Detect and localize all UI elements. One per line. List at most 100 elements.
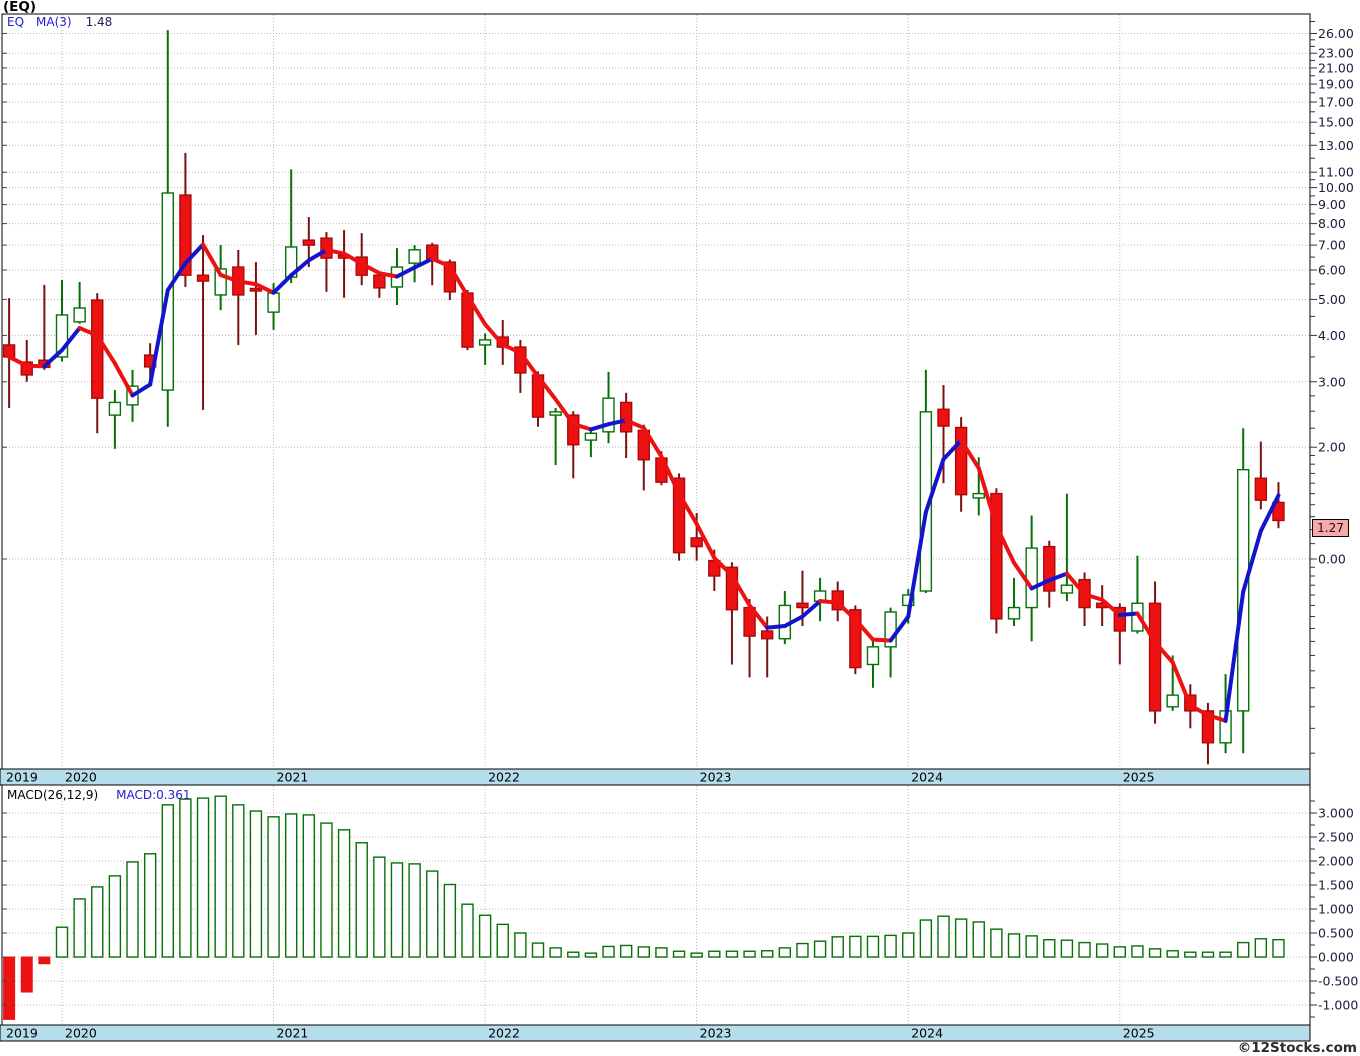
page-title: (EQ) (3, 0, 37, 15)
ma-segment (289, 258, 311, 278)
macd-bar (249, 810, 263, 958)
year-label: 2020 (65, 770, 97, 785)
ma-segment (1205, 713, 1228, 723)
ma-segment (236, 279, 258, 287)
macd-bar (708, 950, 721, 958)
ma-segment (1223, 589, 1246, 723)
macd-bar (1148, 948, 1162, 958)
ma-segment (641, 425, 664, 459)
macd-bar (461, 903, 474, 958)
ma-segment (835, 600, 858, 622)
macd-bar (655, 947, 668, 958)
ma-segment (518, 350, 541, 379)
macd-bar (426, 870, 439, 958)
macd-bar (496, 923, 509, 958)
macd-bar (831, 936, 844, 958)
ma-segment (394, 265, 417, 279)
axis-tick-label: 26.00 (1318, 26, 1354, 41)
ma-segment (694, 521, 717, 560)
candle-body (937, 408, 950, 427)
axis-tick-label: 10.00 (1318, 180, 1354, 195)
macd-bar (1237, 941, 1250, 958)
ma-segment (906, 510, 928, 619)
ma-segment (183, 242, 206, 266)
macd-bar (902, 932, 915, 958)
ma-segment (1082, 592, 1105, 602)
ma-segment (377, 271, 399, 279)
macd-bar (1060, 939, 1074, 958)
macd-bar (1025, 935, 1038, 958)
ma-segment (818, 599, 840, 605)
ma-segment (1100, 597, 1122, 618)
ma-segment (130, 382, 153, 398)
ma-segment (60, 326, 82, 353)
candle-body (602, 397, 615, 433)
ma-segment (271, 273, 294, 295)
candle-body (1025, 547, 1038, 609)
ma-segment (342, 251, 364, 266)
ma-segment (1064, 571, 1087, 597)
ma-segment (24, 363, 47, 369)
ma-segment (1258, 493, 1281, 533)
candle-body (549, 411, 562, 416)
candle-body (1201, 710, 1215, 744)
date-axis-bands: 2019 2019 2020 2020 2021 2021 2022 2022 2023 2023… (0, 768, 1311, 1042)
candle-body (91, 299, 104, 399)
ma-label: MA(3) (36, 15, 72, 29)
year-label: 2024 (911, 1026, 943, 1041)
ma-segment (1012, 560, 1034, 591)
macd-bar (267, 816, 280, 958)
axis-tick-label: 2.00 (1318, 440, 1346, 455)
ma-segment (888, 614, 911, 643)
ma-segment (870, 637, 893, 643)
candle-body (954, 426, 968, 496)
ma-segment (923, 457, 946, 515)
ma-segment (536, 374, 558, 402)
candle-body (761, 630, 774, 640)
macd-bar (320, 822, 333, 958)
candle-body (990, 492, 1003, 620)
ma-segment (77, 326, 100, 338)
macd-bar (1043, 939, 1056, 958)
candle-body (619, 401, 633, 433)
macd-bar (796, 942, 809, 958)
candle-body (972, 492, 985, 499)
price-panel-legend: EQ MA(3) 1.48 (7, 15, 112, 29)
macd-bar (567, 951, 580, 958)
macd-bar (919, 919, 933, 958)
macd-histogram (3, 795, 1285, 1020)
ma-segment (253, 282, 276, 295)
macd-bar (1113, 946, 1127, 958)
macd-bar (73, 898, 86, 958)
axis-tick-label: -1.000 (1318, 998, 1358, 1013)
ma-segment (553, 397, 576, 426)
ma-segment (306, 247, 329, 263)
candle-body (1166, 694, 1179, 708)
ma-segment (782, 614, 805, 629)
ma-segment (606, 418, 629, 427)
candle-body (567, 414, 580, 446)
macd-bar (1095, 943, 1109, 958)
ma-segment (324, 247, 347, 256)
axis-tick-label: 7.00 (1318, 238, 1346, 253)
candle-body (796, 602, 809, 609)
macd-bar (690, 952, 703, 958)
macd-bar (284, 813, 298, 958)
year-label: 2025 (1123, 770, 1155, 785)
macd-bar (373, 856, 386, 958)
macd-bar (813, 940, 827, 958)
macd-bar (443, 883, 457, 958)
macd-bar (38, 956, 51, 965)
macd-bar (743, 950, 756, 958)
macd-bar (619, 944, 633, 958)
macd-bar (637, 946, 650, 958)
candle-body (267, 292, 280, 313)
ma-segment (7, 354, 29, 368)
axis-tick-label: 2.000 (1318, 854, 1354, 869)
candle-body (672, 477, 686, 554)
axis-tick-label: 13.00 (1318, 138, 1354, 153)
axis-tick-label: 8.00 (1318, 216, 1346, 231)
